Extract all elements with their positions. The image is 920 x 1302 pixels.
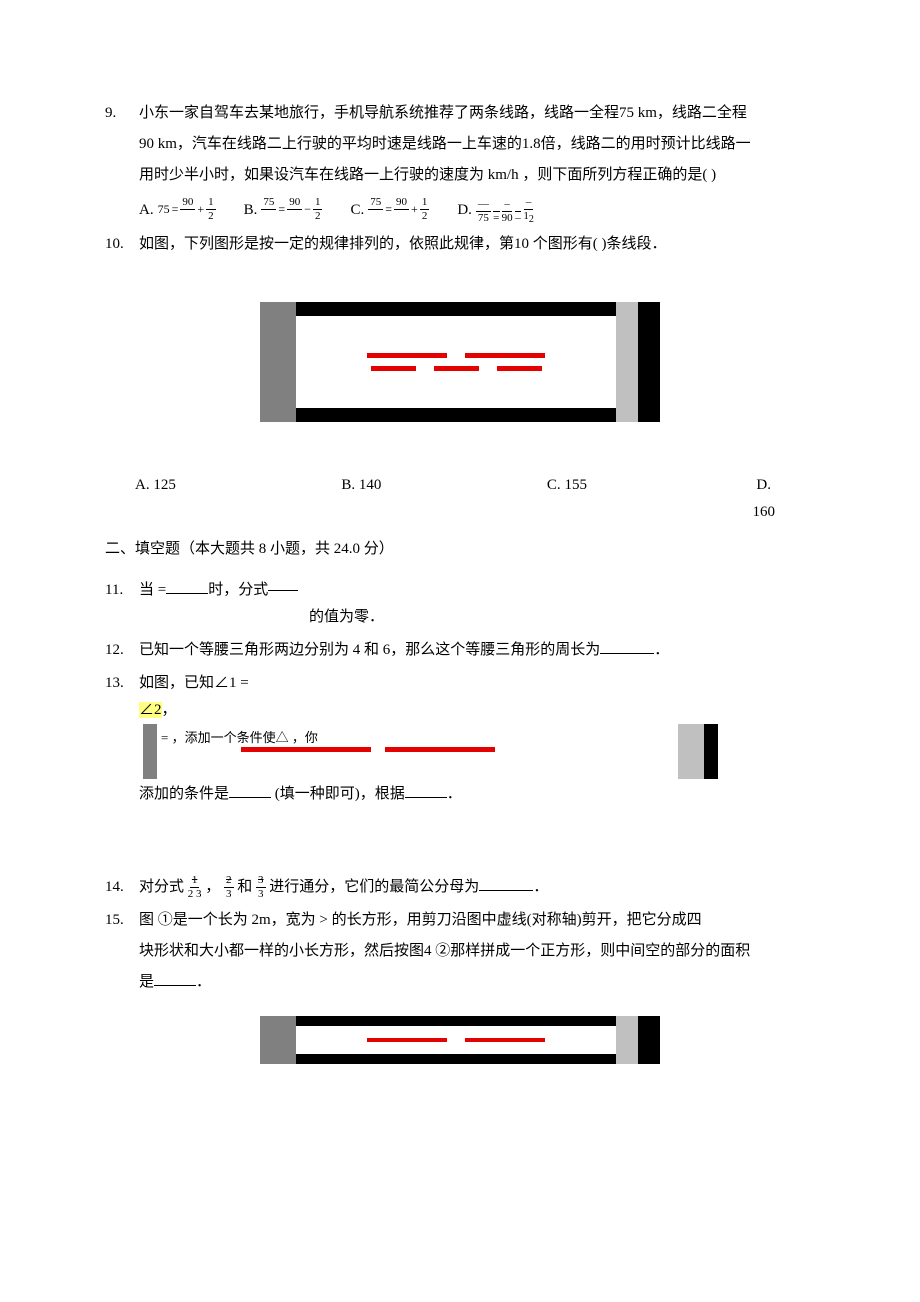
q9-line2: 90 km，汽车在线路二上行驶的平均时速是线路一上车速的1.8倍，线路二的用时预… [139,131,815,158]
question-body: 图 ①是一个长为 2m，宽为 > 的长方形，用剪刀沿图中虚线(对称轴)剪开，把它… [139,907,815,1000]
section-2-header: 二、填空题（本大题共 8 小题，共 24.0 分） [105,536,815,563]
question-15: 15. 图 ①是一个长为 2m，宽为 > 的长方形，用剪刀沿图中虚线(对称轴)剪… [105,907,815,1000]
blank [405,783,447,798]
q10-opt-a: A. 125 [135,472,176,526]
q10-figure [260,302,660,422]
question-number: 9. [105,100,139,225]
q10-options: A. 125 B. 140 C. 155 D. 160 [135,472,785,526]
question-body: 如图，下列图形是按一定的规律排列的，依照此规律，第10 个图形有( )条线段． [139,231,815,262]
question-number: 12. [105,637,139,664]
question-number: 10. [105,231,139,262]
question-body: 对分式 12 3 ， 23 和 33 进行通分，它们的最简公分母为． [139,874,815,901]
blank [166,579,208,594]
q9-opt-a: A. 75 = 90 + 12 [139,197,216,224]
question-9: 9. 小东一家自驾车去某地旅行，手机导航系统推荐了两条线路，线路一全程75 km… [105,100,815,225]
question-number: 15. [105,907,139,1000]
blank [600,639,654,654]
q15-figure [260,1016,660,1064]
blank [479,876,533,891]
q13-figure: = ，添加一个条件使△ ，你 [143,724,718,779]
question-body: 当 =时，分式 的值为零． [139,577,815,631]
question-number: 13. [105,670,139,808]
q9-opt-c: C. 75 = 90 + 12 [350,197,429,224]
q9-options: A. 75 = 90 + 12 B. 75 = 90 − [139,197,815,225]
blank [229,783,271,798]
q10-opt-c: C. 155 [547,472,587,526]
question-body: 已知一个等腰三角形两边分别为 4 和 6，那么这个等腰三角形的周长为． [139,637,815,664]
q9-opt-b: B. 75 = 90 − 12 [244,197,323,224]
question-11: 11. 当 =时，分式 的值为零． [105,577,815,631]
question-12: 12. 已知一个等腰三角形两边分别为 4 和 6，那么这个等腰三角形的周长为． [105,637,815,664]
question-14: 14. 对分式 12 3 ， 23 和 33 进行通分，它们的最简公分母为． [105,874,815,901]
q10-opt-d: D. 160 [752,472,775,526]
question-13: 13. 如图，已知∠1 = ∠2， = ，添加一个条件使△ ，你 添加的条件是 … [105,670,815,808]
question-number: 14. [105,874,139,901]
q9-line1: 小东一家自驾车去某地旅行，手机导航系统推荐了两条线路，线路一全程75 km，线路… [139,100,815,127]
blank [154,971,196,986]
q9-line3: 用时少半小时，如果设汽车在线路一上行驶的速度为 km/h ，则下面所列方程正确的… [139,162,815,189]
question-number: 11. [105,577,139,631]
q9-opt-d: D. —75 = –90 – –12 [457,197,534,225]
q10-opt-b: B. 140 [341,472,381,526]
q10-body: 如图，下列图形是按一定的规律排列的，依照此规律，第10 个图形有( )条线段． [139,231,815,258]
question-10: 10. 如图，下列图形是按一定的规律排列的，依照此规律，第10 个图形有( )条… [105,231,815,262]
question-body: 小东一家自驾车去某地旅行，手机导航系统推荐了两条线路，线路一全程75 km，线路… [139,100,815,225]
question-body: 如图，已知∠1 = ∠2， = ，添加一个条件使△ ，你 添加的条件是 (填一种… [139,670,815,808]
